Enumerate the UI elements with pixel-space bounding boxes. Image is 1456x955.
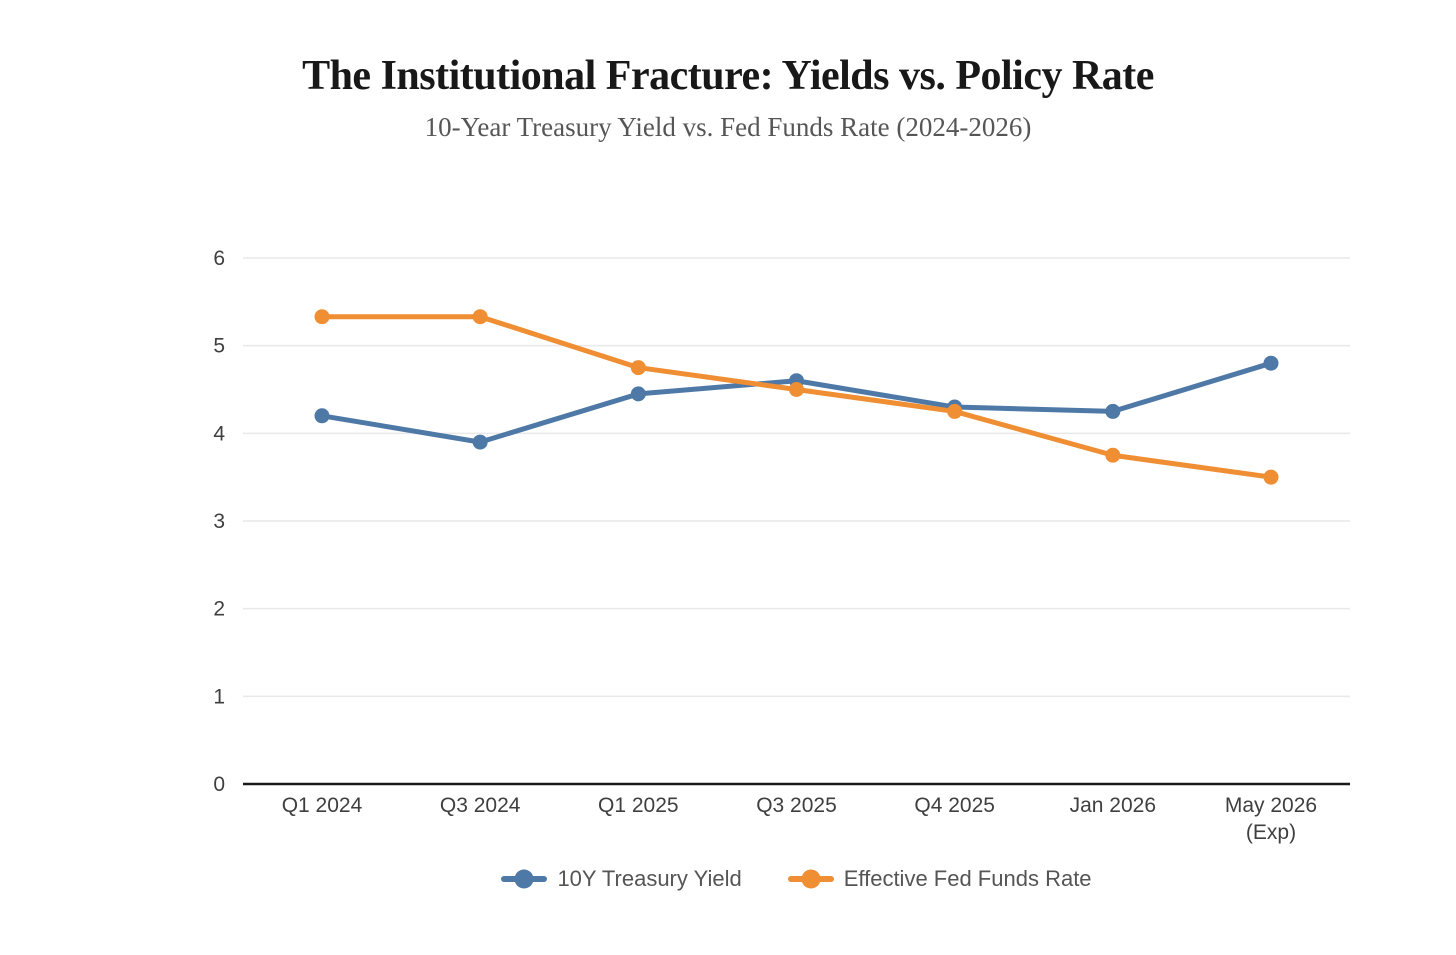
x-tick-label: Q3 2024 <box>440 794 521 817</box>
y-tick-label: 3 <box>213 510 225 533</box>
chart-title: The Institutional Fracture: Yields vs. P… <box>302 53 1154 99</box>
y-tick-label: 4 <box>213 422 225 445</box>
data-point-effective-fed-funds-rate <box>947 403 963 419</box>
x-tick-label: Q1 2024 <box>282 794 363 817</box>
data-point-effective-fed-funds-rate <box>1263 469 1279 485</box>
data-point-10y-treasury-yield <box>630 386 646 402</box>
legend-line-marker-icon <box>787 869 834 889</box>
x-tick-label: Q3 2025 <box>756 794 837 817</box>
y-tick-label: 2 <box>213 598 225 621</box>
y-tick-label: 5 <box>213 335 225 358</box>
legend-item-10y-treasury-yield: 10Y Treasury Yield <box>501 866 742 892</box>
data-point-10y-treasury-yield <box>1263 355 1279 371</box>
data-point-10y-treasury-yield <box>472 434 488 450</box>
data-point-effective-fed-funds-rate <box>789 382 804 397</box>
legend-dot-icon <box>514 869 534 889</box>
data-point-effective-fed-funds-rate <box>1105 447 1121 463</box>
chart-subtitle: 10-Year Treasury Yield vs. Fed Funds Rat… <box>424 112 1032 142</box>
y-tick-label: 6 <box>213 247 225 270</box>
y-tick-label: 1 <box>213 685 225 708</box>
legend-line-marker-icon <box>501 869 548 889</box>
data-point-effective-fed-funds-rate <box>630 360 646 376</box>
x-tick-label: Q1 2025 <box>598 794 679 817</box>
legend-label: Effective Fed Funds Rate <box>843 866 1092 891</box>
x-tick-label: Jan 2026 <box>1070 794 1156 817</box>
data-point-10y-treasury-yield <box>1105 403 1121 419</box>
x-tick-label: May 2026 (Exp) <box>1225 794 1317 844</box>
legend-item-effective-fed-funds-rate: Effective Fed Funds Rate <box>787 866 1092 892</box>
line-chart: 0 1 2 3 4 5 6 Q1 2024 Q3 2024 Q1 2025 Q3 2025 Q4 20… <box>213 247 1350 844</box>
data-point-effective-fed-funds-rate <box>314 309 330 325</box>
y-tick-label: 0 <box>213 773 225 796</box>
legend-label: 10Y Treasury Yield <box>557 866 742 891</box>
x-tick-label: Q4 2025 <box>914 794 995 817</box>
data-point-10y-treasury-yield <box>314 408 330 424</box>
data-point-effective-fed-funds-rate <box>472 309 488 325</box>
legend-dot-icon <box>801 869 821 889</box>
chart-legend: 10Y Treasury Yield Effective Fed Funds Ra… <box>243 866 1350 892</box>
